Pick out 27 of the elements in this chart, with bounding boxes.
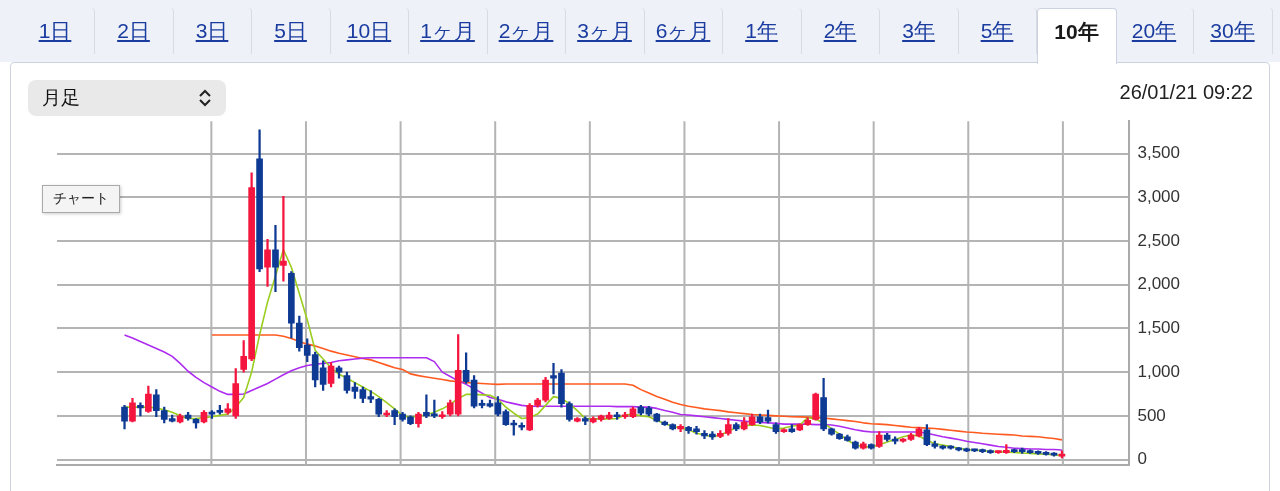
- y-tick-label: 500: [1137, 405, 1166, 425]
- y-tick-label: 3,500: [1137, 143, 1181, 163]
- annotation: チャート: [42, 185, 120, 213]
- text: 2ヶ月: [498, 18, 554, 44]
- text: 3年: [902, 18, 935, 44]
- y-tick-label: 3,000: [1137, 186, 1181, 206]
- y-tick-label: 2,500: [1137, 230, 1181, 250]
- text: 30年: [1210, 18, 1255, 44]
- text: 3ヶ月: [577, 18, 632, 44]
- text: 10日: [346, 18, 392, 44]
- text: 6ヶ月: [655, 18, 711, 44]
- text: 2日: [117, 18, 150, 44]
- text: 5日: [274, 18, 307, 44]
- text: 20年: [1131, 18, 1177, 44]
- text: 5年: [980, 18, 1014, 44]
- y-tick-label: 1,000: [1137, 361, 1181, 381]
- text: 10年: [1054, 18, 1099, 45]
- y-tick-label: 2,000: [1137, 274, 1181, 294]
- text: 月足: [42, 86, 81, 110]
- y-tick-label: 1,500: [1137, 318, 1181, 338]
- text: 2年: [823, 18, 857, 44]
- text: 1年: [745, 18, 778, 44]
- text: 1ヶ月: [420, 18, 475, 44]
- text: 1日: [38, 18, 72, 44]
- text: 26/01/21 09:22: [1119, 81, 1253, 104]
- text: 3日: [195, 18, 229, 44]
- y-tick-label: 0: [1137, 449, 1147, 469]
